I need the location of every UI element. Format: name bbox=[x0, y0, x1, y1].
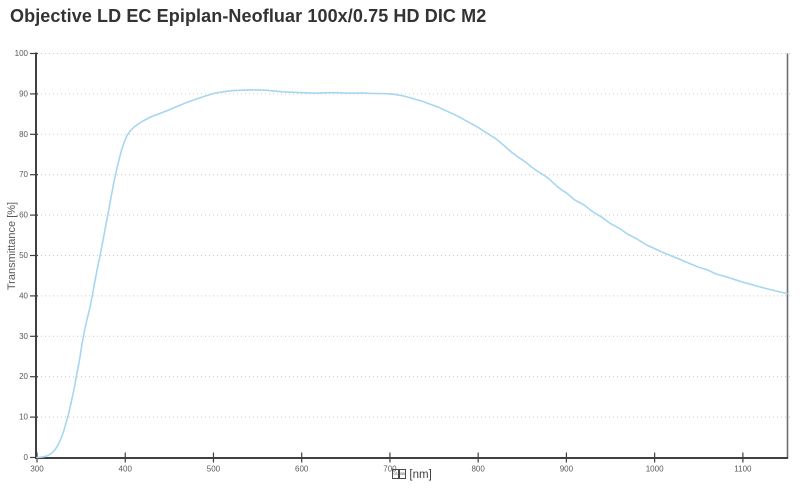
x-ticks: 300 400 500 600 700 800 900 1000 1100 bbox=[30, 452, 752, 474]
y-tick-label-60: 60 bbox=[19, 211, 28, 220]
y-tick-label-90: 90 bbox=[19, 89, 28, 98]
x-tick-label-700: 700 bbox=[383, 465, 397, 474]
y-tick-label-70: 70 bbox=[19, 170, 28, 179]
y-tick-label-30: 30 bbox=[19, 332, 28, 341]
y-tick-label-10: 10 bbox=[19, 413, 28, 422]
x-tick-label-600: 600 bbox=[295, 465, 309, 474]
x-tick-label-300: 300 bbox=[30, 465, 44, 474]
x-tick-label-500: 500 bbox=[207, 465, 221, 474]
missing-glyph-box: 03 bbox=[392, 469, 399, 479]
x-tick-label-800: 800 bbox=[471, 465, 485, 474]
y-tick-label-80: 80 bbox=[19, 130, 28, 139]
y-tick-label-40: 40 bbox=[19, 291, 28, 300]
y-tick-label-20: 20 bbox=[19, 372, 28, 381]
x-tick-label-1000: 1000 bbox=[646, 465, 664, 474]
x-tick-label-400: 400 bbox=[119, 465, 133, 474]
y-tick-label-0: 0 bbox=[24, 453, 29, 462]
axes bbox=[35, 52, 788, 459]
x-tick-label-900: 900 bbox=[560, 465, 574, 474]
y-axis-title: Transmittance [%] bbox=[6, 201, 18, 291]
x-tick-label-1100: 1100 bbox=[734, 465, 752, 474]
x-axis-title: 03 BB [nm] bbox=[312, 469, 512, 484]
gridlines bbox=[37, 53, 790, 418]
x-axis-unit: [nm] bbox=[409, 469, 432, 481]
y-tick-label-100: 100 bbox=[15, 49, 29, 58]
y-ticks: 0 10 20 30 40 50 60 70 80 90 100 bbox=[15, 49, 38, 462]
chart-title: Objective LD EC Epiplan-Neofluar 100x/0.… bbox=[10, 6, 487, 26]
transmittance-curve bbox=[36, 89, 788, 459]
lambda-missing-glyph-icon: 03 BB bbox=[392, 469, 409, 481]
missing-glyph-box: BB bbox=[399, 469, 406, 479]
y-tick-label-50: 50 bbox=[19, 251, 28, 260]
